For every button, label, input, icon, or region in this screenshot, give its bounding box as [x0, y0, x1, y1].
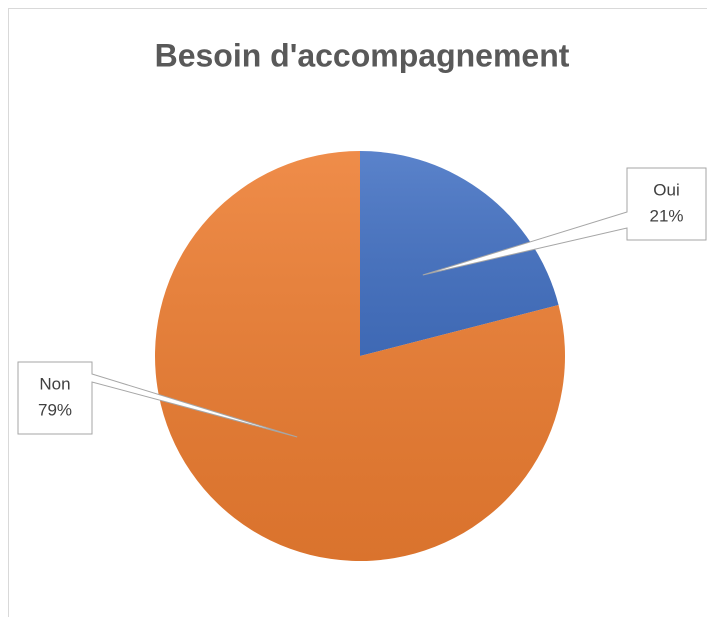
value-label: 21% — [649, 206, 683, 225]
callout — [422, 167, 707, 276]
chart-title: Besoin d'accompagnement — [155, 37, 570, 73]
chart-border — [8, 8, 707, 617]
pie — [155, 151, 566, 561]
slice-shade — [360, 151, 559, 356]
category-label: Non — [39, 374, 70, 393]
value-label: 79% — [38, 400, 72, 419]
data-labels: Oui 21% Non 79% — [17, 167, 707, 438]
category-label: Oui — [653, 180, 679, 199]
slice-shade — [155, 151, 566, 561]
callout — [17, 361, 298, 438]
